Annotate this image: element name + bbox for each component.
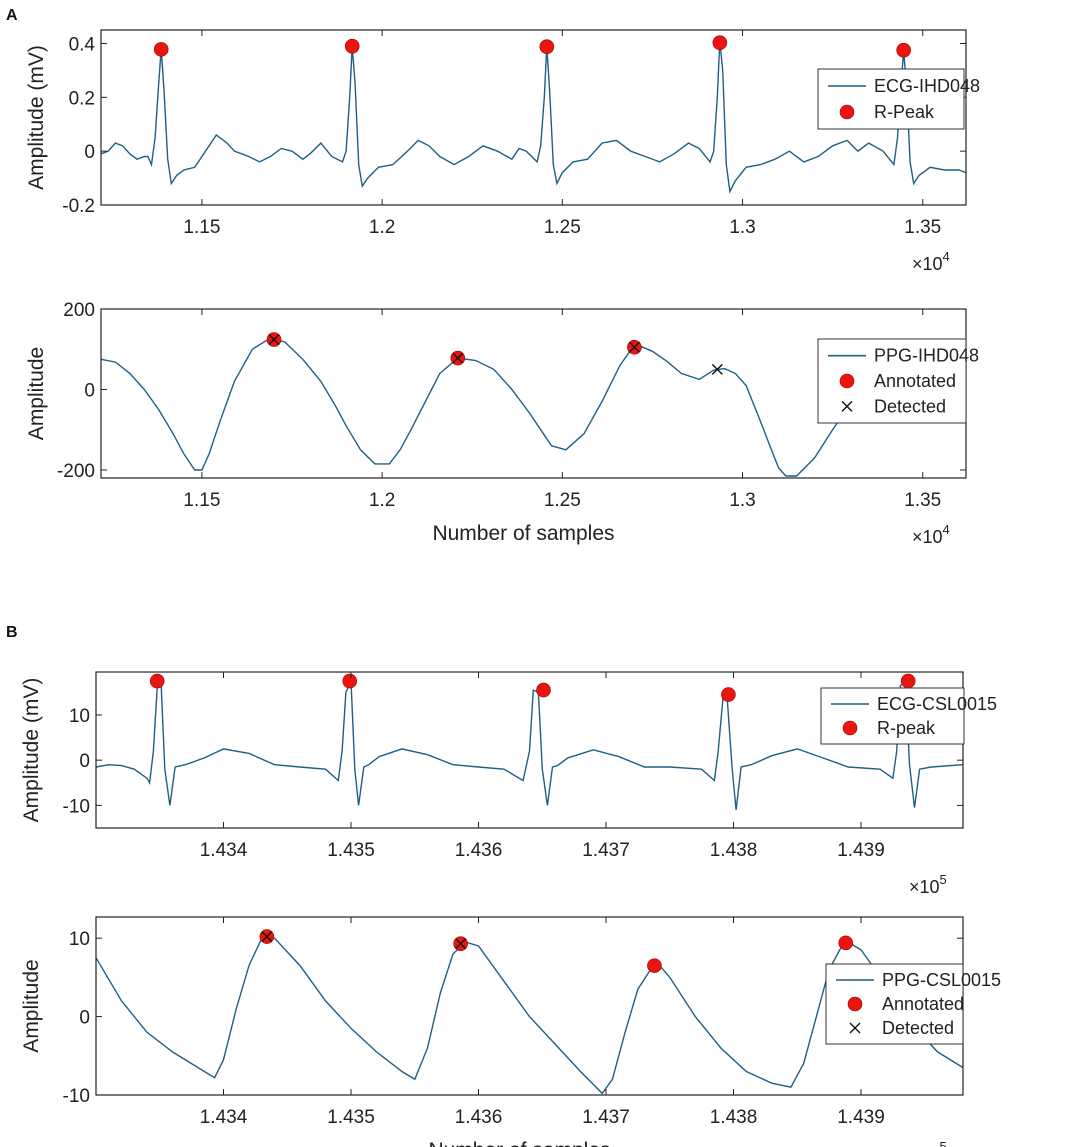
y-axis-label: Amplitude: [25, 347, 48, 440]
chart-4: 1.434 1.435 1.436 1.437 1.438 1.439 -10 0 10 Ampl…: [20, 916, 1001, 1147]
y-tick-label: 0: [84, 142, 95, 163]
marker-r-peak: [342, 673, 358, 689]
legend-entry-detected: Detected: [882, 1018, 954, 1038]
y-tick-label: 200: [63, 300, 95, 321]
x-tick-label: 1.2: [369, 217, 395, 238]
x-tick-label: 1.436: [455, 1107, 503, 1128]
legend-box: [817, 68, 965, 130]
marker-r-peak: [536, 682, 551, 698]
x-tick-label: 1.3: [729, 490, 755, 511]
chart-1: 1.15 1.2 1.25 1.3 1.35 -0.2 0 0.2 0.4 Amplitude (…: [25, 29, 980, 274]
y-tick-label: 0.2: [69, 88, 95, 109]
marker-detected: [711, 363, 723, 375]
legend-marker-swatch: [847, 996, 863, 1012]
legend: PPG-IHD048 Annotated Detected: [817, 338, 979, 424]
y-tick-label: -10: [63, 1086, 90, 1107]
y-tick-label: -10: [63, 796, 90, 817]
x-multiplier: ×105: [909, 1139, 947, 1147]
axes-frame: [95, 671, 964, 829]
legend-entry-annotated: Annotated: [882, 994, 964, 1014]
y-tick-label: -0.2: [62, 196, 95, 217]
x-tick-label: 1.435: [327, 1107, 375, 1128]
legend-entry-r-peak: R-Peak: [874, 102, 935, 122]
x-tick-label: 1.35: [904, 490, 941, 511]
legend-box: [820, 687, 965, 745]
x-multiplier: ×105: [909, 872, 947, 897]
legend: PPG-CSL0015 Annotated Detected: [825, 963, 1001, 1045]
legend-cross-swatch: [841, 400, 853, 412]
x-tick-label: 1.435: [327, 840, 375, 861]
series-line-ecg-csl0015: [96, 678, 963, 810]
x-tick-label: 1.2: [369, 490, 395, 511]
y-axis-label: Amplitude (mV): [20, 678, 43, 823]
legend-entry-r-peak: R-peak: [877, 718, 936, 738]
x-tick-label: 1.434: [200, 840, 248, 861]
y-tick-label: 10: [69, 929, 90, 950]
x-tick-label: 1.434: [200, 1107, 248, 1128]
panel-label-b: B: [6, 624, 18, 641]
legend-marker-swatch: [842, 720, 858, 736]
x-axis-label: Number of samples: [432, 522, 614, 545]
legend-marker-swatch: [839, 373, 855, 389]
x-tick-label: 1.437: [582, 840, 630, 861]
legend-entry-ecg-ihd048: ECG-IHD048: [874, 76, 980, 96]
x-tick-label: 1.436: [455, 840, 503, 861]
marker-r-peak: [900, 673, 916, 689]
marker-detected: [455, 938, 467, 950]
x-tick-label: 1.15: [183, 490, 220, 511]
legend-entry-ppg-csl0015: PPG-CSL0015: [882, 970, 1001, 990]
marker-r-peak: [149, 673, 165, 689]
y-axis-label: Amplitude (mV): [25, 45, 48, 190]
marker-r-peak: [721, 687, 736, 702]
x-tick-label: 1.3: [729, 217, 755, 238]
marker-r-peak: [539, 39, 555, 54]
legend-entry-ecg-csl0015: ECG-CSL0015: [877, 694, 997, 714]
series-line-ecg-ihd048: [101, 40, 966, 194]
x-tick-label: 1.438: [710, 840, 758, 861]
legend-marker-swatch: [839, 104, 855, 120]
marker-detected: [628, 341, 640, 353]
marker-annotated: [647, 958, 662, 973]
x-axis-label: Number of samples: [428, 1139, 610, 1147]
plots-group: 1.15 1.2 1.25 1.3 1.35 -0.2 0 0.2 0.4 Amplitude (…: [20, 29, 1001, 1147]
x-tick-label: 1.437: [582, 1107, 630, 1128]
legend-entry-detected: Detected: [874, 396, 946, 416]
y-axis-label: Amplitude: [20, 959, 43, 1052]
series-line-ppg-ihd048: [101, 337, 966, 477]
y-tick-label: 0.4: [69, 34, 96, 55]
legend-cross-swatch: [849, 1022, 861, 1034]
y-tick-label: 10: [69, 706, 90, 727]
x-tick-label: 1.35: [904, 217, 941, 238]
y-tick-label: 0: [79, 751, 90, 772]
x-multiplier: ×104: [912, 522, 950, 547]
marker-r-peak: [344, 38, 360, 54]
marker-detected: [268, 334, 280, 346]
marker-annotated: [838, 935, 854, 951]
x-tick-label: 1.439: [837, 1107, 885, 1128]
legend-entry-annotated: Annotated: [874, 371, 956, 391]
axes-frame: [100, 29, 967, 206]
marker-detected: [452, 352, 464, 364]
marker-r-peak: [896, 42, 911, 58]
x-multiplier: ×104: [912, 249, 950, 274]
x-tick-label: 1.438: [710, 1107, 758, 1128]
x-tick-label: 1.25: [544, 217, 581, 238]
panel-label-a: A: [6, 7, 18, 24]
series-line-ppg-csl0015: [96, 937, 963, 1095]
x-tick-label: 1.15: [183, 217, 220, 238]
marker-detected: [261, 931, 273, 943]
legend-entry-ppg-ihd048: PPG-IHD048: [874, 346, 979, 366]
legend: ECG-IHD048 R-Peak: [817, 68, 980, 130]
marker-r-peak: [153, 42, 169, 57]
chart-2: 1.15 1.2 1.25 1.3 1.35 -200 0 200 Amplitude Numbe…: [25, 300, 979, 547]
x-tick-label: 1.439: [837, 840, 885, 861]
y-tick-label: 0: [84, 380, 95, 401]
x-tick-label: 1.25: [544, 490, 581, 511]
chart-3: 1.434 1.435 1.436 1.437 1.438 1.439 -10 0 10 Ampl…: [20, 671, 997, 897]
marker-r-peak: [712, 35, 728, 50]
y-tick-label: 0: [79, 1008, 90, 1029]
y-tick-label: -200: [57, 461, 95, 482]
legend: ECG-CSL0015 R-peak: [820, 687, 997, 745]
